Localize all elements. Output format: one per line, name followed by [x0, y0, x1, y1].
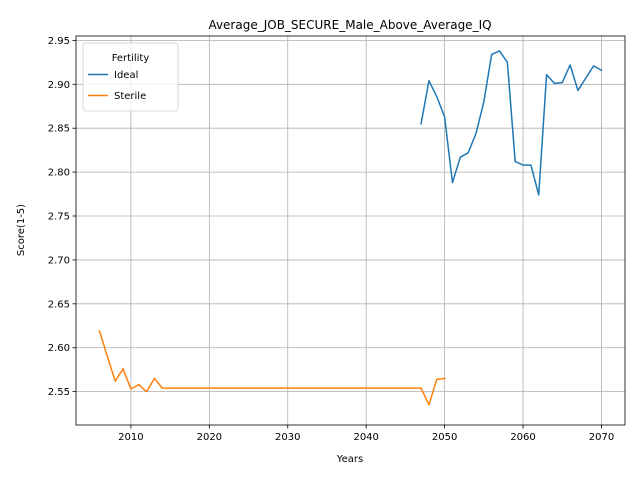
legend-box — [82, 42, 179, 112]
y-tick-label: 2.80 — [48, 168, 70, 179]
y-tick-label: 2.75 — [48, 212, 70, 223]
x-axis-label: Years — [336, 454, 363, 465]
y-tick-label: 2.90 — [48, 80, 70, 91]
plot-frame — [75, 35, 626, 426]
y-tick-label: 2.85 — [48, 124, 70, 135]
y-tick-label: 2.65 — [48, 299, 70, 310]
x-axis: 2010 2020 2030 2040 2050 2060 2070 — [118, 425, 614, 443]
x-tick-label: 2040 — [353, 432, 378, 443]
y-tick-label: 2.60 — [48, 343, 70, 354]
x-tick-label: 2030 — [275, 432, 300, 443]
legend: Fertility Ideal Sterile — [82, 42, 179, 112]
x-tick-label: 2020 — [197, 432, 222, 443]
y-axis: 2.55 2.60 2.65 2.70 2.75 2.80 2.85 2.90 2.95 — [48, 36, 76, 398]
x-tick-label: 2010 — [118, 432, 143, 443]
y-tick-label: 2.55 — [48, 387, 70, 398]
x-tick-label: 2070 — [589, 432, 614, 443]
y-tick-label: 2.95 — [48, 36, 70, 47]
series-line-sterile — [98, 330, 446, 406]
chart-title: Average_JOB_SECURE_Male_Above_Average_IQ — [208, 18, 491, 32]
x-tick-label: 2060 — [510, 432, 535, 443]
series-line-ideal — [420, 50, 603, 196]
grid-lines — [76, 36, 625, 425]
x-tick-label: 2050 — [432, 432, 457, 443]
y-axis-label: Score(1-5) — [16, 204, 27, 256]
y-tick-label: 2.70 — [48, 255, 70, 266]
legend-label-ideal: Ideal — [114, 70, 138, 81]
legend-title: Fertility — [112, 53, 150, 64]
series-layer — [98, 50, 603, 406]
legend-label-sterile: Sterile — [114, 91, 146, 102]
